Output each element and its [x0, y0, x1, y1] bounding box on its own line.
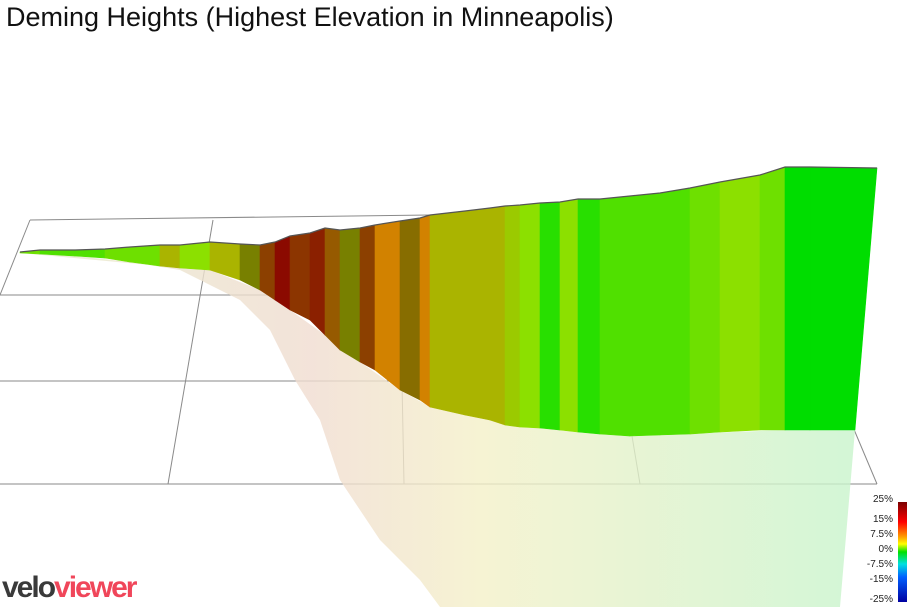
- profile-segment: [239, 243, 261, 291]
- profile-segment: [809, 166, 878, 431]
- chart-title: Deming Heights (Highest Elevation in Min…: [6, 2, 614, 32]
- profile-segment: [339, 227, 361, 363]
- profile-segment: [784, 166, 811, 431]
- legend-label: -7.5%: [866, 559, 893, 570]
- grid-line: [29, 214, 431, 221]
- profile-segment: [324, 227, 341, 351]
- grid-line: [0, 219, 31, 296]
- legend-color-bar: [898, 502, 907, 602]
- legend-label: 25%: [872, 494, 893, 505]
- profile-segment: [179, 241, 211, 271]
- profile-segment: [359, 224, 376, 371]
- profile-segment: [504, 204, 521, 428]
- profile-segment: [464, 207, 491, 421]
- legend-label: 0%: [878, 544, 893, 555]
- profile-segment: [374, 220, 401, 391]
- profile-segment: [689, 181, 721, 435]
- gradient-legend: 25% 15% 7.5% 0% -7.5% -15% -25%: [860, 494, 907, 607]
- profile-segment: [399, 217, 421, 401]
- profile-segment: [599, 195, 631, 437]
- profile-segment: [289, 232, 311, 321]
- profile-shadow: [20, 253, 855, 607]
- logo-part-viewer: viewer: [54, 571, 137, 604]
- profile-segment: [159, 244, 181, 269]
- profile-segment: [419, 214, 431, 408]
- legend-label: 7.5%: [870, 529, 893, 540]
- profile-segment: [489, 205, 506, 426]
- logo-part-velo: velo: [2, 571, 56, 604]
- profile-segment: [719, 174, 761, 433]
- legend-label: -15%: [869, 574, 893, 585]
- profile-ridge-line: [19, 166, 878, 253]
- profile-segment: [759, 166, 786, 431]
- profile-segment: [559, 198, 579, 433]
- profile-segment: [629, 192, 661, 437]
- profile-segment: [274, 235, 291, 311]
- veloviewer-logo[interactable]: veloviewer: [2, 571, 137, 604]
- legend-label: -25%: [869, 594, 893, 605]
- profile-segment: [539, 201, 561, 431]
- profile-segment: [429, 210, 466, 416]
- profile-segment: [309, 227, 326, 336]
- profile-segment: [129, 244, 161, 267]
- profile-segment: [259, 241, 276, 301]
- legend-label: 15%: [872, 514, 893, 525]
- profile-segment: [659, 187, 691, 436]
- profile-segment: [577, 198, 601, 435]
- profile-segment: [519, 202, 541, 429]
